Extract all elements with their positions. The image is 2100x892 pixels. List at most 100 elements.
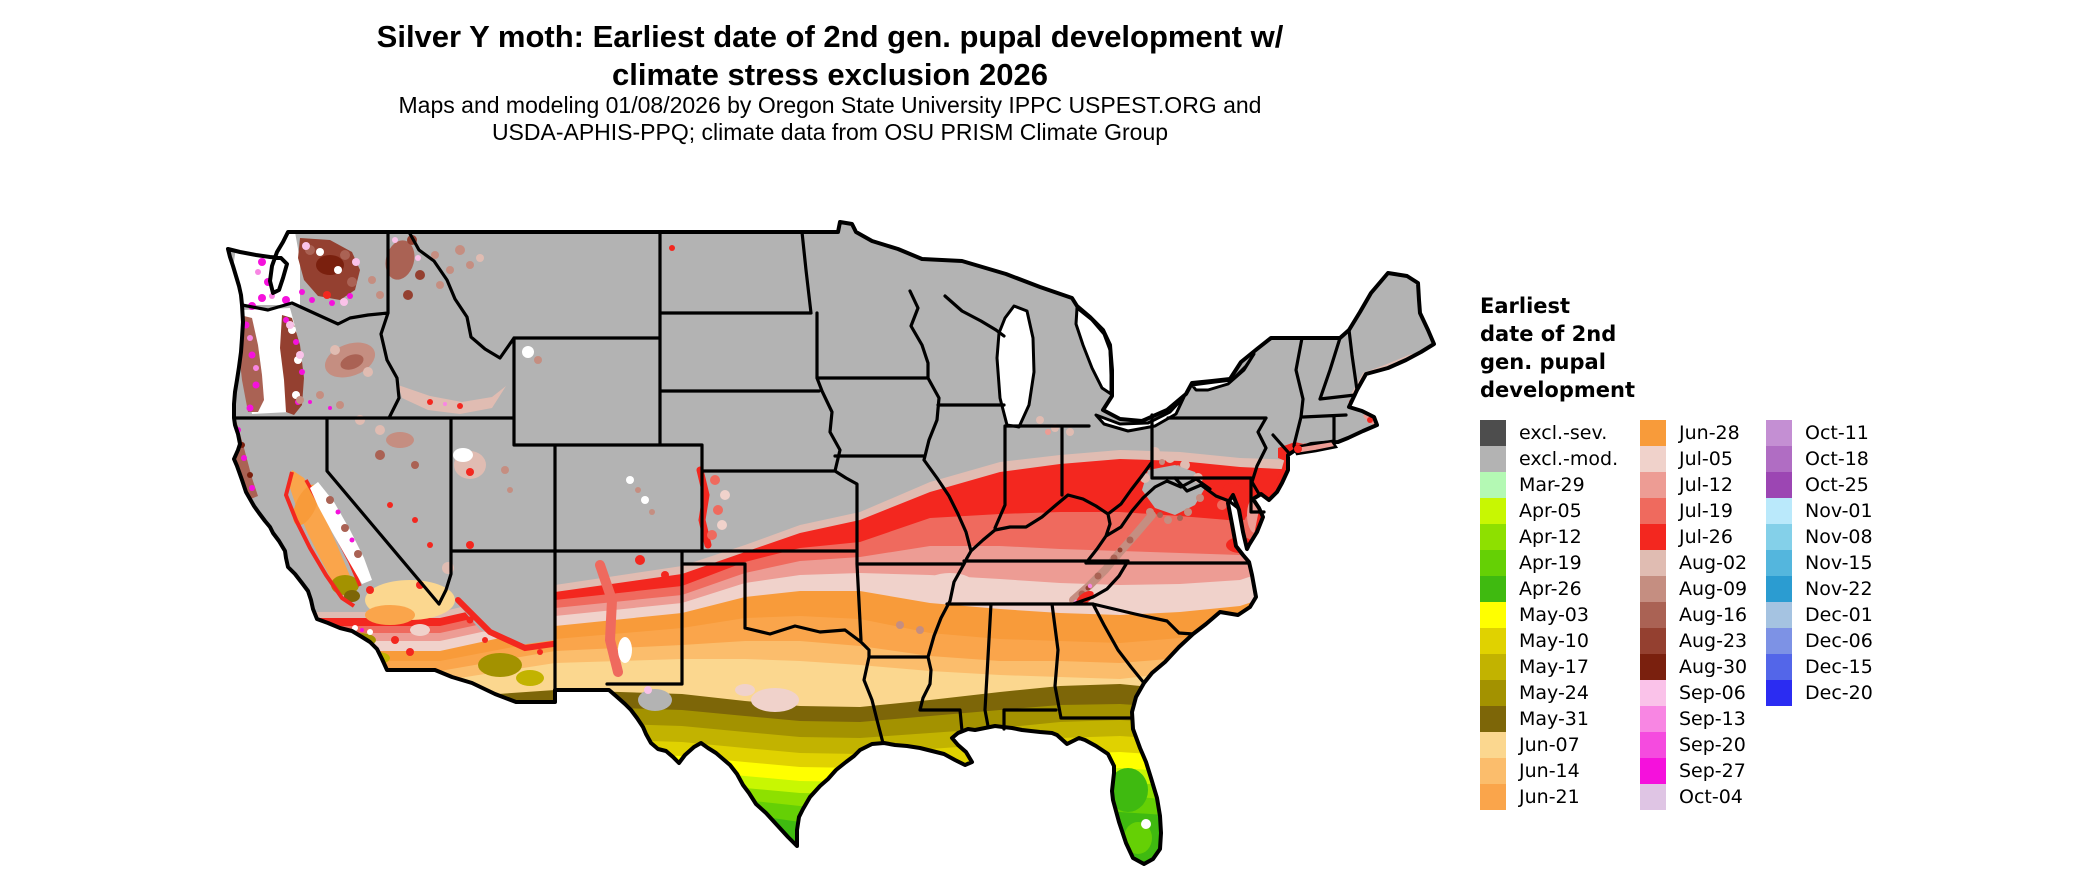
legend-swatch (1640, 654, 1666, 680)
legend-row: Aug-09 (1640, 576, 1747, 602)
legend-row: Dec-01 (1766, 602, 1873, 628)
legend-row: Nov-22 (1766, 576, 1873, 602)
legend-label: Oct-04 (1679, 786, 1743, 808)
legend-row: Aug-30 (1640, 654, 1747, 680)
lake-michigan (995, 304, 1036, 429)
legend-label: Jun-28 (1679, 422, 1740, 444)
legend-swatch (1480, 576, 1506, 602)
legend: Earliest date of 2nd gen. pupal development… (1480, 292, 2080, 810)
legend-label: Jul-26 (1679, 526, 1733, 548)
legend-swatch (1640, 524, 1666, 550)
legend-swatch (1766, 602, 1792, 628)
legend-label: excl.-sev. (1519, 422, 1608, 444)
legend-swatch (1640, 628, 1666, 654)
legend-label: excl.-mod. (1519, 448, 1619, 470)
legend-row: Mar-29 (1480, 472, 1618, 498)
legend-row: Jul-19 (1640, 498, 1747, 524)
map-subtitle-line2: USDA-APHIS-PPQ; climate data from OSU PR… (491, 119, 1169, 145)
legend-row: Sep-27 (1640, 758, 1747, 784)
legend-title-line: gen. pupal (1480, 350, 1606, 374)
legend-row: Jun-14 (1480, 758, 1618, 784)
legend-row: Jul-12 (1640, 472, 1747, 498)
legend-swatch (1640, 420, 1666, 446)
legend-swatch (1766, 628, 1792, 654)
legend-swatch (1640, 498, 1666, 524)
legend-label: Oct-25 (1805, 474, 1869, 496)
legend-row: excl.-mod. (1480, 446, 1618, 472)
legend-row: Sep-13 (1640, 706, 1747, 732)
legend-swatch (1766, 524, 1792, 550)
legend-label: Oct-11 (1805, 422, 1869, 444)
legend-label: Dec-20 (1805, 682, 1873, 704)
legend-row: Apr-12 (1480, 524, 1618, 550)
legend-label: Dec-15 (1805, 656, 1873, 678)
us-outline (226, 220, 1436, 866)
map-title-line1: Silver Y moth: Earliest date of 2nd gen.… (376, 19, 1284, 54)
legend-row: Oct-25 (1766, 472, 1873, 498)
lake-erie (1094, 395, 1186, 433)
legend-row: Oct-04 (1640, 784, 1747, 810)
legend-label: Aug-16 (1679, 604, 1748, 626)
legend-label: Sep-13 (1679, 708, 1746, 730)
legend-row: Dec-15 (1766, 654, 1873, 680)
legend-row: May-03 (1480, 602, 1618, 628)
legend-swatch (1640, 576, 1666, 602)
legend-column: excl.-sev. excl.-mod. Mar-29 Apr-05 Apr-12 Ap… (1480, 420, 1618, 810)
legend-swatch (1640, 706, 1666, 732)
legend-swatch (1766, 654, 1792, 680)
legend-swatch (1480, 784, 1506, 810)
legend-row: excl.-sev. (1480, 420, 1618, 446)
legend-title-line: development (1480, 378, 1635, 402)
legend-swatch (1480, 602, 1506, 628)
legend-row: Jun-28 (1640, 420, 1747, 446)
legend-label: May-17 (1519, 656, 1589, 678)
long-island-red-patch (1294, 445, 1302, 453)
legend-row: Nov-08 (1766, 524, 1873, 550)
legend-swatch (1766, 550, 1792, 576)
legend-swatch (1480, 446, 1506, 472)
legend-label: Aug-23 (1679, 630, 1748, 652)
legend-label: Aug-30 (1679, 656, 1748, 678)
legend-row: Aug-02 (1640, 550, 1747, 576)
legend-row: Aug-16 (1640, 602, 1747, 628)
legend-title: Earliest date of 2nd gen. pupal development (1480, 292, 1635, 404)
legend-row: Jul-05 (1640, 446, 1747, 472)
legend-label: Aug-09 (1679, 578, 1748, 600)
legend-label: Mar-29 (1519, 474, 1585, 496)
legend-label: Nov-22 (1805, 578, 1873, 600)
legend-label: May-24 (1519, 682, 1589, 704)
legend-swatch (1640, 758, 1666, 784)
legend-column: Jun-28 Jul-05 Jul-12 Jul-19 Jul-26 Aug-02 Aug-… (1640, 420, 1747, 810)
legend-swatch (1766, 472, 1792, 498)
legend-row: Apr-19 (1480, 550, 1618, 576)
legend-swatch (1480, 628, 1506, 654)
legend-row: May-31 (1480, 706, 1618, 732)
legend-swatch (1480, 680, 1506, 706)
legend-label: Aug-02 (1679, 552, 1748, 574)
legend-label: Sep-20 (1679, 734, 1746, 756)
legend-label: Jul-12 (1679, 474, 1733, 496)
legend-label: Dec-06 (1805, 630, 1873, 652)
legend-column: Oct-11 Oct-18 Oct-25 Nov-01 Nov-08 Nov-15 Nov-… (1766, 420, 1873, 706)
legend-label: Sep-06 (1679, 682, 1746, 704)
legend-row: Aug-23 (1640, 628, 1747, 654)
legend-row: Jun-21 (1480, 784, 1618, 810)
legend-row: May-24 (1480, 680, 1618, 706)
legend-swatch (1480, 706, 1506, 732)
legend-label: May-31 (1519, 708, 1589, 730)
legend-row: Apr-26 (1480, 576, 1618, 602)
legend-label: Jun-21 (1519, 786, 1580, 808)
legend-label: May-10 (1519, 630, 1589, 652)
legend-swatch (1480, 732, 1506, 758)
legend-row: Dec-20 (1766, 680, 1873, 706)
legend-swatch (1640, 602, 1666, 628)
legend-title-line: Earliest (1480, 294, 1571, 318)
legend-title-line: date of 2nd (1480, 322, 1617, 346)
legend-row: Dec-06 (1766, 628, 1873, 654)
legend-swatch (1640, 550, 1666, 576)
legend-label: Sep-27 (1679, 760, 1746, 782)
legend-swatch (1640, 446, 1666, 472)
